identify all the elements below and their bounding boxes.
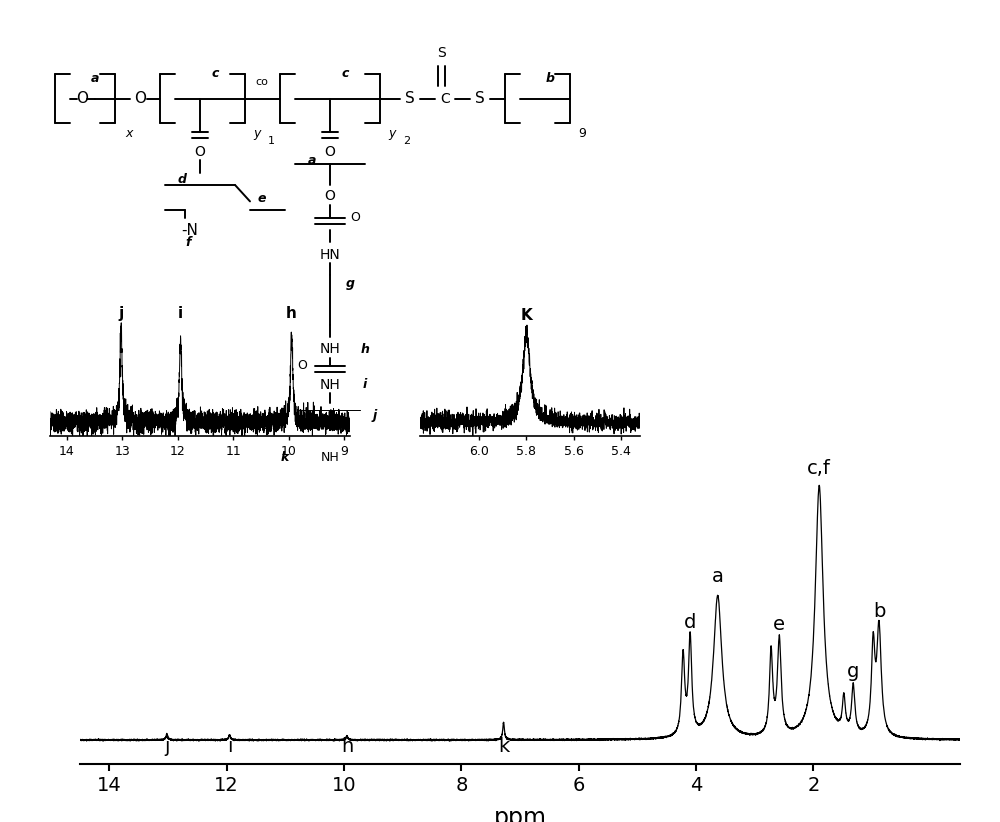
Text: i: i [178, 306, 183, 321]
Text: h: h [341, 737, 353, 755]
Text: 1: 1 [268, 136, 275, 145]
Text: NH: NH [320, 377, 340, 392]
Text: d: d [684, 613, 696, 632]
Text: a: a [712, 567, 724, 586]
Text: y: y [253, 127, 260, 141]
Text: j: j [118, 306, 124, 321]
Text: O: O [260, 419, 270, 432]
Text: a: a [91, 72, 99, 85]
Text: 9: 9 [578, 127, 586, 141]
Text: S: S [405, 91, 415, 106]
Text: d: d [178, 173, 186, 186]
Text: g: g [847, 662, 859, 681]
Text: O: O [325, 188, 335, 203]
Text: y: y [388, 127, 395, 141]
Text: O: O [134, 91, 146, 106]
Text: c: c [211, 67, 219, 81]
Text: S: S [475, 91, 485, 106]
Text: b: b [546, 72, 554, 85]
Text: b: b [873, 603, 885, 621]
Text: f: f [185, 236, 191, 249]
Text: S: S [438, 46, 446, 61]
Text: k: k [281, 450, 289, 464]
Text: co: co [256, 77, 268, 87]
X-axis label: ppm: ppm [494, 806, 546, 822]
Text: j: j [164, 737, 170, 755]
Text: h: h [361, 343, 369, 356]
Text: g: g [346, 277, 354, 290]
Text: i: i [227, 737, 232, 755]
Text: O: O [195, 145, 205, 159]
Text: O: O [297, 359, 307, 372]
Text: 2: 2 [403, 136, 410, 145]
Text: NH: NH [321, 450, 339, 464]
Text: e: e [258, 192, 266, 206]
Text: h: h [286, 306, 297, 321]
Text: e: e [773, 615, 785, 634]
Text: O: O [325, 145, 335, 159]
Text: HN: HN [320, 247, 340, 262]
Text: C: C [440, 91, 450, 106]
Text: K: K [521, 308, 532, 323]
Text: c: c [341, 67, 349, 81]
Text: O: O [76, 91, 88, 106]
Text: k: k [498, 737, 509, 755]
Text: j: j [373, 409, 377, 422]
Text: NH: NH [320, 342, 340, 357]
Text: i: i [363, 378, 367, 391]
Text: c,f: c,f [807, 459, 831, 478]
Text: a: a [308, 154, 316, 167]
Text: O: O [350, 211, 360, 224]
Text: -N: -N [182, 223, 198, 238]
Text: x: x [125, 127, 132, 141]
